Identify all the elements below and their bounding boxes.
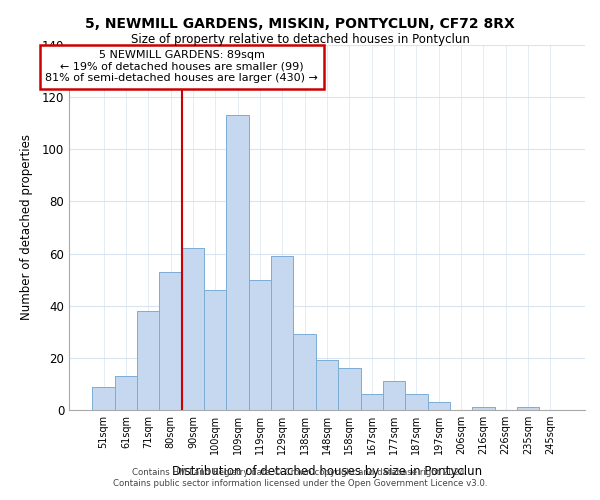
Text: 5, NEWMILL GARDENS, MISKIN, PONTYCLUN, CF72 8RX: 5, NEWMILL GARDENS, MISKIN, PONTYCLUN, C… bbox=[85, 18, 515, 32]
Bar bbox=[249, 280, 271, 410]
Bar bbox=[182, 248, 204, 410]
Bar bbox=[137, 311, 160, 410]
Bar bbox=[226, 116, 249, 410]
Bar bbox=[92, 386, 115, 410]
Text: Size of property relative to detached houses in Pontyclun: Size of property relative to detached ho… bbox=[131, 32, 469, 46]
Bar bbox=[383, 382, 405, 410]
Text: 5 NEWMILL GARDENS: 89sqm
← 19% of detached houses are smaller (99)
81% of semi-d: 5 NEWMILL GARDENS: 89sqm ← 19% of detach… bbox=[46, 50, 318, 84]
Bar bbox=[338, 368, 361, 410]
Bar bbox=[428, 402, 450, 410]
Bar bbox=[115, 376, 137, 410]
Bar bbox=[361, 394, 383, 410]
Bar bbox=[405, 394, 428, 410]
Bar bbox=[293, 334, 316, 410]
Bar bbox=[204, 290, 226, 410]
Bar bbox=[160, 272, 182, 410]
X-axis label: Distribution of detached houses by size in Pontyclun: Distribution of detached houses by size … bbox=[172, 466, 482, 478]
Bar bbox=[271, 256, 293, 410]
Bar bbox=[472, 408, 494, 410]
Text: Contains HM Land Registry data © Crown copyright and database right 2024.
Contai: Contains HM Land Registry data © Crown c… bbox=[113, 468, 487, 487]
Bar bbox=[316, 360, 338, 410]
Y-axis label: Number of detached properties: Number of detached properties bbox=[20, 134, 34, 320]
Bar bbox=[517, 408, 539, 410]
